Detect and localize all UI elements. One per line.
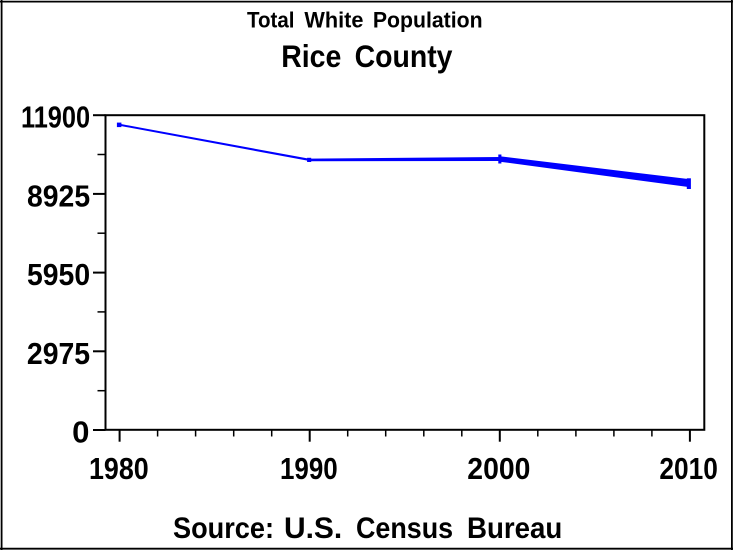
svg-text:0: 0 <box>72 417 89 450</box>
svg-text:Total: Total <box>247 8 295 33</box>
svg-text:1990: 1990 <box>280 453 338 486</box>
svg-text:8925: 8925 <box>27 180 90 213</box>
svg-text:Population: Population <box>373 8 483 33</box>
svg-text:2975: 2975 <box>27 338 90 371</box>
svg-text:5950: 5950 <box>27 259 90 292</box>
svg-text:11900: 11900 <box>21 102 90 135</box>
svg-text:2000: 2000 <box>467 453 530 486</box>
svg-text:County: County <box>355 38 453 74</box>
svg-text:U.S.: U.S. <box>284 512 342 545</box>
svg-text:Census: Census <box>356 512 453 545</box>
svg-text:Rice: Rice <box>281 38 341 74</box>
svg-text:White: White <box>304 8 363 33</box>
svg-text:1980: 1980 <box>89 453 149 486</box>
svg-text:Bureau: Bureau <box>467 512 562 545</box>
svg-text:2010: 2010 <box>659 453 717 486</box>
svg-text:Source:: Source: <box>173 512 274 545</box>
